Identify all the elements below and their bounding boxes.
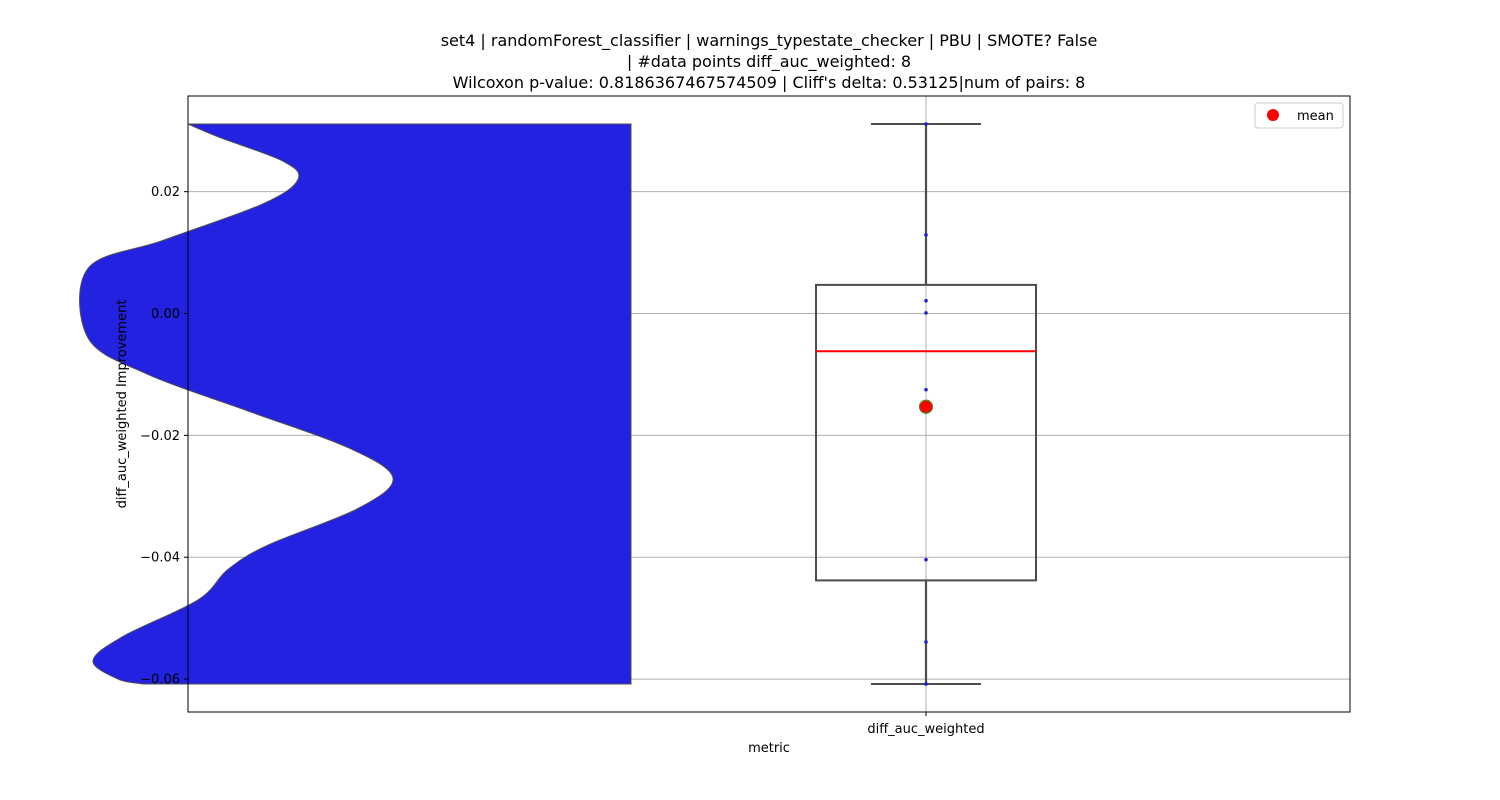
title-line-2: | #data points diff_auc_weighted: 8: [627, 52, 911, 72]
data-point: [924, 682, 928, 686]
iqr-box: [815, 283, 1037, 582]
data-point: [924, 387, 928, 392]
chart-title: set4 | randomForest_classifier | warning…: [441, 31, 1098, 92]
y-tick-label: −0.04: [140, 551, 180, 566]
data-point: [924, 122, 928, 126]
y-axis-ticks: 0.02 0.00 −0.02 −0.04 −0.06: [140, 185, 188, 688]
data-points: [924, 122, 928, 686]
legend: mean: [1254, 102, 1344, 129]
y-axis-label: diff_auc_weighted Improvement: [115, 300, 130, 509]
legend-label-mean: mean: [1297, 109, 1334, 124]
y-tick-label: 0.02: [151, 185, 180, 200]
data-point: [924, 640, 928, 644]
legend-box: [1254, 102, 1344, 129]
legend-mean-marker: [1267, 109, 1279, 121]
data-point: [924, 311, 928, 315]
x-tick-label: diff_auc_weighted: [867, 722, 984, 737]
y-tick-label: 0.00: [151, 307, 180, 322]
mean-marker: [918, 399, 934, 414]
x-axis-ticks: diff_auc_weighted: [867, 712, 985, 737]
violin-body: [79, 123, 632, 685]
data-point: [924, 298, 928, 303]
x-axis-label: metric: [748, 741, 790, 756]
data-point: [924, 233, 928, 237]
y-tick-label: −0.06: [140, 673, 180, 688]
data-point: [924, 557, 928, 562]
title-line-1: set4 | randomForest_classifier | warning…: [441, 31, 1098, 51]
title-line-3: Wilcoxon p-value: 0.8186367467574509 | C…: [453, 73, 1086, 92]
y-tick-label: −0.02: [140, 429, 180, 444]
plot-frame: [187, 95, 1351, 713]
